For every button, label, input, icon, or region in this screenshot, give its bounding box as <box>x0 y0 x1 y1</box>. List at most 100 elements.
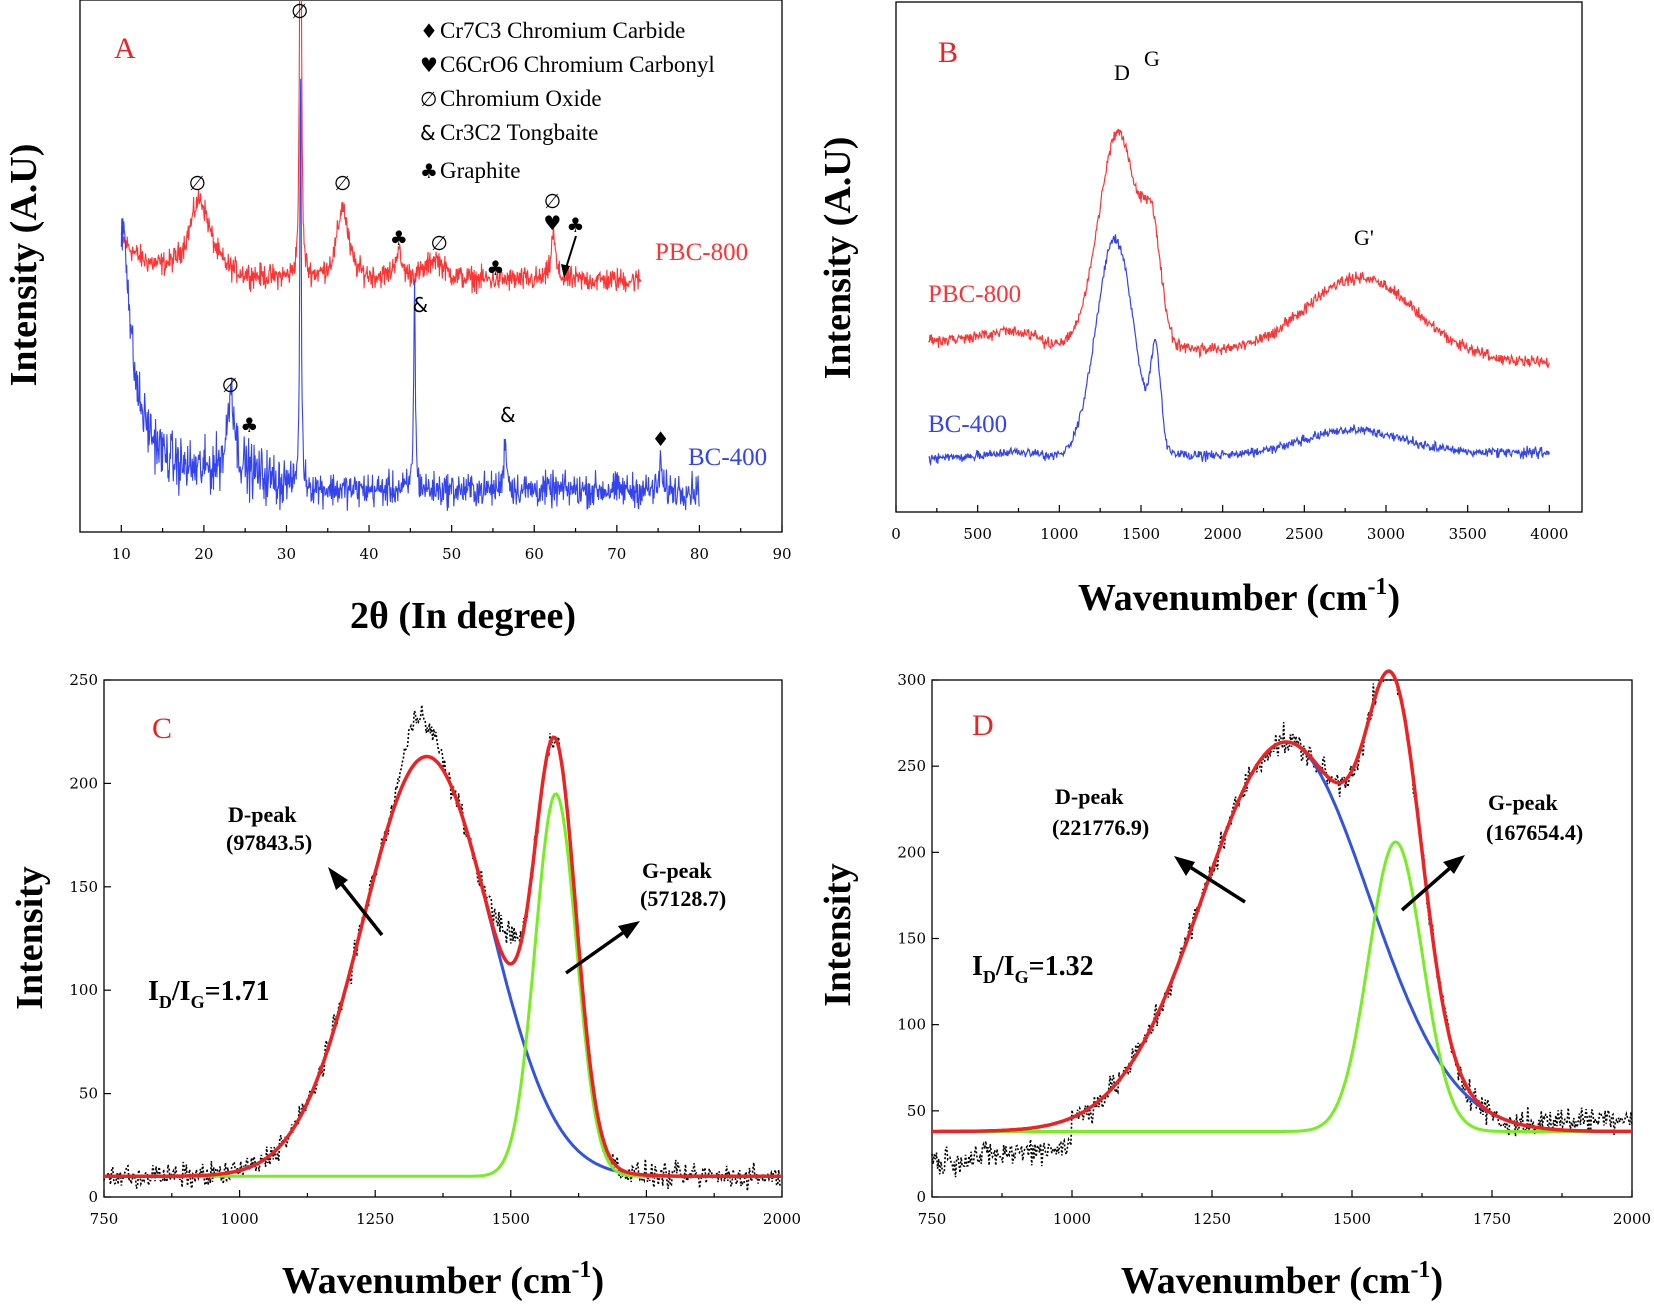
panel-b-frame <box>895 1 1583 513</box>
panel-c-y-tick-label: 0 <box>88 1188 98 1206</box>
panel-a-peak-marker: ∅ <box>334 171 351 195</box>
panel-a-peak-marker: ♣ <box>486 256 504 280</box>
panel-c-letter: C <box>152 712 172 745</box>
panel-a-x-ticks: 10 20 30 40 50 60 70 80 90 <box>112 525 792 563</box>
panel-a-peak-marker: ♣ <box>567 213 585 237</box>
panel-c-id-ig-ratio: ID/IG=1.71 <box>148 976 270 1012</box>
panel-c-g-peak-arrow <box>564 921 640 975</box>
panel-d-d-peak-label: D-peak <box>1055 784 1124 809</box>
panel-d-x-tick-label: 1500 <box>1333 1210 1371 1228</box>
panel-d-y-tick-label: 250 <box>897 757 926 775</box>
panel-d-d-peak-arrow <box>1174 856 1246 904</box>
panel-a-y-axis-label: Intensity (A.U) <box>3 144 45 387</box>
panel-a: 10 20 30 40 50 60 70 80 90 ∅∅∅♣ ∅♣∅♥ ♣&∅♣ &♦ A ♦ Cr7… <box>3 0 792 637</box>
panel-c-raw-data <box>103 704 783 1192</box>
panel-b-series-label-pbc800: PBC-800 <box>928 281 1021 308</box>
panel-c-y-tick-label: 200 <box>69 774 98 792</box>
panel-b-x-tick-label: 2500 <box>1285 525 1323 543</box>
panel-b-series-bc-400 <box>928 234 1550 467</box>
panel-b-x-axis-label: Wavenumber (cm-1) <box>1078 574 1400 619</box>
panel-a-x-tick-label: 20 <box>194 545 213 563</box>
panel-d-x-axis-label: Wavenumber (cm-1) <box>1121 1257 1443 1302</box>
panel-a-legend-symbol: ♥ <box>420 53 438 77</box>
panel-d-y-tick-label: 150 <box>897 930 926 948</box>
panel-a-legend-symbol: & <box>420 121 436 145</box>
panel-a-x-tick-label: 90 <box>772 545 791 563</box>
panel-d-x-tick-label: 1250 <box>1193 1210 1231 1228</box>
panel-a-legend-symbol: ♣ <box>420 159 438 183</box>
panel-c-d-peak-value: (97843.5) <box>226 830 312 855</box>
panel-d-y-tick-label: 100 <box>897 1016 926 1034</box>
panel-d-g-peak-arrow <box>1400 855 1465 912</box>
panel-d-d-peak-value: (221776.9) <box>1052 815 1149 840</box>
panel-c-x-axis-label: Wavenumber (cm-1) <box>282 1257 604 1302</box>
panel-c-g-peak-value: (57128.7) <box>640 886 726 911</box>
panel-d: 750 1000 1250 1500 1750 2000 0 50 100 150 200 250 30… <box>817 669 1651 1302</box>
panel-a-peak-marker: ∅ <box>544 189 561 213</box>
panel-b-series-pbc-800 <box>928 128 1550 369</box>
panel-d-y-tick-label: 0 <box>916 1188 926 1206</box>
panel-d-y-tick-label: 300 <box>897 671 926 689</box>
panel-a-peak-marker: & <box>412 293 428 317</box>
panel-b-x-tick-label: 1000 <box>1040 525 1078 543</box>
panel-a-peak-marker: ♣ <box>240 413 258 437</box>
panel-c: 750 1000 1250 1500 1750 2000 0 50 100 150 200 250 C… <box>9 671 801 1302</box>
panel-c-x-tick-label: 1000 <box>221 1210 259 1228</box>
panel-d-y-tick-label: 200 <box>897 843 926 861</box>
panel-b-y-axis-label: Intensity (A.U) <box>817 137 859 380</box>
panel-b-x-tick-label: 500 <box>963 525 992 543</box>
panel-a-series-bc-400 <box>120 78 700 511</box>
panel-a-peak-marker: ∅ <box>189 171 206 195</box>
panel-a-legend-symbol: ♦ <box>420 19 438 43</box>
panel-c-ticks: 750 1000 1250 1500 1750 2000 0 50 100 150 200 250 <box>69 671 801 1228</box>
panel-a-legend-text: Cr7C3 Chromium Carbide <box>440 18 685 43</box>
panel-d-raw-data <box>931 679 1633 1178</box>
panel-c-x-tick-label: 2000 <box>763 1210 801 1228</box>
panel-d-x-tick-label: 2000 <box>1613 1210 1651 1228</box>
panel-b-letter: B <box>938 36 958 69</box>
panel-a-peak-marker: ♦ <box>652 427 670 451</box>
panel-a-peak-marker: ∅ <box>291 0 308 23</box>
panel-a-x-tick-label: 30 <box>277 545 296 563</box>
panel-a-letter: A <box>114 32 136 65</box>
panel-a-series-label-pbc800: PBC-800 <box>655 239 748 266</box>
panel-a-x-axis-label: 2θ (In degree) <box>350 595 576 637</box>
panel-a-peak-marker: ∅ <box>222 373 239 397</box>
panel-c-y-axis-label: Intensity <box>9 866 51 1010</box>
panel-a-peak-marker: & <box>500 403 516 427</box>
panel-c-y-tick-label: 150 <box>69 878 98 896</box>
panel-a-peak-marker: ∅ <box>431 231 448 255</box>
panel-a-peak-marker: ♥ <box>543 211 561 235</box>
panel-d-g-peak-label: G-peak <box>1488 790 1558 815</box>
panel-d-letter: D <box>972 709 994 742</box>
panel-d-x-tick-label: 750 <box>918 1210 947 1228</box>
panel-d-ticks: 750 1000 1250 1500 1750 2000 0 50 100 150 200 250 30… <box>897 671 1651 1228</box>
panel-a-legend-text: Chromium Oxide <box>440 86 602 111</box>
panel-c-x-tick-label: 1750 <box>627 1210 665 1228</box>
panel-a-series-label-bc400: BC-400 <box>688 444 767 471</box>
panel-c-y-tick-label: 250 <box>69 671 98 689</box>
panel-d-y-axis-label: Intensity <box>817 863 859 1007</box>
panel-d-y-tick-label: 50 <box>907 1102 926 1120</box>
panel-d-g-peak-value: (167654.4) <box>1486 820 1583 845</box>
panel-a-annotations: ∅∅∅♣ ∅♣∅♥ ♣&∅♣ &♦ <box>189 0 670 451</box>
panel-c-sum-fit <box>104 735 781 1179</box>
panel-d-x-tick-label: 1000 <box>1053 1210 1091 1228</box>
panel-a-series <box>120 0 700 511</box>
panel-b-peak-label-d: D <box>1114 60 1130 85</box>
panel-a-legend-text: C6CrO6 Chromium Carbonyl <box>440 52 715 77</box>
panel-d-series <box>931 669 1633 1178</box>
panel-b-x-tick-label: 3000 <box>1367 525 1405 543</box>
panel-b-x-ticks: 0 500 1000 1500 2000 2500 3000 3500 4000 <box>891 505 1568 543</box>
panel-c-series <box>103 704 783 1192</box>
panel-a-x-tick-label: 80 <box>690 545 709 563</box>
panel-b-x-tick-label: 2000 <box>1204 525 1242 543</box>
panel-a-x-tick-label: 40 <box>360 545 379 563</box>
panel-c-g-peak-label: G-peak <box>642 858 712 883</box>
panel-c-x-tick-label: 750 <box>90 1210 119 1228</box>
panel-a-x-tick-label: 70 <box>607 545 626 563</box>
panel-c-x-tick-label: 1500 <box>492 1210 530 1228</box>
panel-d-x-tick-label: 1750 <box>1473 1210 1511 1228</box>
panel-d-sum-fit <box>932 669 1631 1134</box>
